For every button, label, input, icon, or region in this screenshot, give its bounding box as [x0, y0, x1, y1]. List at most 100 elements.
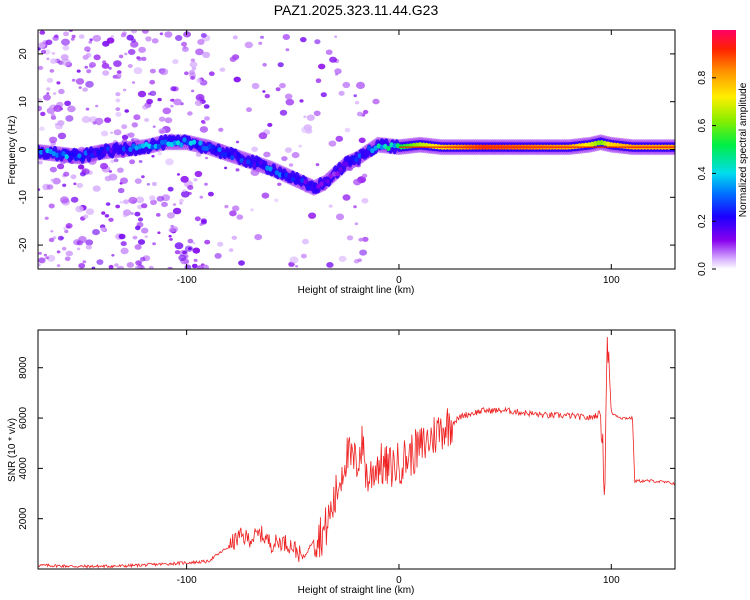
spectrogram-noise-blob: [181, 41, 187, 47]
spectrogram-noise-blob: [181, 46, 189, 52]
spectrogram-noise-blob: [235, 168, 240, 172]
spectrogram-noise-blob: [263, 151, 271, 158]
spectrogram-noise-blob: [157, 151, 162, 156]
colorbar-tick-label: 0.8: [697, 70, 708, 84]
spectrogram-noise-blob: [113, 129, 122, 136]
spectrogram-noise-blob: [182, 189, 186, 192]
spectrogram-noise-blob: [54, 34, 59, 39]
spectrogram-noise-blob: [92, 229, 100, 236]
spectrogram-noise-blob: [144, 118, 150, 122]
spectrogram-noise-blob: [161, 201, 168, 208]
spectrogram-noise-blob: [346, 235, 354, 241]
spectrogram-ridge-peak: [335, 171, 340, 177]
spectrogram-noise-blob: [151, 181, 157, 187]
spectrogram-noise-blob: [342, 81, 351, 89]
spectrogram-noise-blob: [191, 263, 198, 269]
spectrogram-noise-blob: [132, 235, 138, 240]
spectrogram-noise-blob: [199, 126, 209, 133]
spectrogram-noise-blob: [46, 77, 54, 83]
spectrogram-ridge-peak: [80, 156, 85, 162]
spectrogram-noise-blob: [62, 45, 70, 51]
spectrogram-noise-blob: [40, 49, 47, 55]
spectrogram-noise-blob: [197, 265, 204, 269]
spectrogram-noise-blob: [81, 116, 91, 123]
spectrogram-noise-blob: [151, 38, 159, 44]
spectrogram-ridge-peak: [226, 152, 232, 158]
spectrogram-x-tick-label: 100: [603, 275, 620, 286]
spectrogram-ridge-peak: [325, 178, 330, 184]
spectrogram-noise-blob: [64, 256, 71, 262]
spectrogram-noise-blob: [141, 203, 148, 209]
spectrogram-ridge-peak: [230, 155, 235, 161]
spectrogram-ridge-peak: [303, 178, 308, 185]
spectrogram-noise-blob: [92, 185, 101, 192]
spectrogram-noise-blob: [134, 178, 142, 184]
spectrogram-noise-blob: [117, 167, 124, 173]
spectrogram-y-axis: -20 -10 0 10 20: [18, 48, 675, 252]
spectrogram-ridge-peak: [414, 142, 420, 148]
spectrogram-noise-blob: [149, 90, 157, 97]
spectrogram-noise-blob: [115, 111, 122, 117]
spectrogram-noise-blob: [141, 227, 149, 234]
spectrogram-noise-blob: [70, 37, 75, 41]
spectrogram-noise-blob: [133, 114, 141, 121]
spectrogram-noise-blob: [110, 159, 115, 164]
spectrogram-ridge-peak: [191, 139, 197, 145]
spectrogram-ridge-peak: [328, 173, 334, 179]
spectrogram-noise-blob: [92, 34, 102, 42]
spectrogram-noise-blob: [183, 259, 190, 265]
spectrogram-noise-blob: [144, 235, 148, 239]
spectrogram-noise-blob: [48, 237, 55, 243]
spectrogram-noise-blob: [192, 241, 196, 245]
spectrogram-noise-blob: [45, 256, 49, 260]
figure-title: PAZ1.2025.323.11.44.G23: [273, 2, 439, 18]
spectrogram-noise-blob: [193, 258, 198, 262]
spectrogram-noise-blob: [71, 34, 76, 39]
spectrogram-noise-blob: [40, 111, 46, 117]
spectrogram-noise-blob: [302, 238, 309, 245]
spectrogram-noise-blob: [320, 92, 327, 98]
spectrogram-noise-blob: [314, 39, 321, 45]
spectrogram-ridge-peak: [249, 162, 254, 168]
spectrogram-ridge-peak: [258, 160, 264, 166]
spectrogram-noise-blob: [86, 69, 92, 74]
spectrogram-noise-blob: [104, 214, 110, 218]
spectrogram-noise-blob: [116, 265, 125, 269]
spectrogram-noise-blob: [217, 241, 224, 247]
spectrogram-x-tick-label: -100: [177, 275, 197, 286]
spectrogram-noise-blob: [82, 260, 87, 264]
spectrogram-noise-blob: [85, 244, 92, 250]
spectrogram-noise-blob: [137, 239, 146, 245]
spectrogram-noise-blob: [353, 205, 357, 209]
spectrogram-noise-blob: [204, 156, 209, 160]
spectrogram-x-tick-label: 0: [396, 275, 402, 286]
spectrogram-noise-blob: [46, 87, 51, 91]
spectrogram-noise-blob: [200, 33, 207, 38]
spectrogram-noise-blob: [105, 202, 111, 206]
spectrogram-noise-blob: [274, 198, 279, 203]
spectrogram-noise-blob: [56, 250, 61, 254]
spectrogram-noise-blob: [38, 105, 42, 112]
spectrogram-noise-blob: [291, 152, 300, 159]
spectrogram-noise-blob: [94, 117, 104, 125]
colorbar-tick-label: 0.4: [697, 166, 708, 180]
spectrogram-ridge-peak: [363, 149, 369, 155]
spectrogram-noise-blob: [100, 162, 108, 170]
spectrogram-noise-blob: [357, 258, 363, 263]
spectrogram-noise-blob: [356, 81, 365, 89]
spectrogram-ridge-peak: [370, 148, 375, 154]
spectrogram-ridge-peak: [357, 153, 362, 159]
spectrogram-noise-blob: [84, 65, 88, 69]
spectrogram-noise-blob: [224, 204, 229, 209]
spectrogram-noise-blob: [61, 38, 70, 46]
spectrogram-noise-blob: [164, 117, 173, 124]
spectrogram-ridge-peak: [89, 152, 95, 159]
spectrogram-noise-blob: [133, 137, 137, 141]
spectrogram-noise-blob: [199, 195, 204, 199]
spectrogram-noise-blob: [116, 70, 122, 75]
spectrogram-noise-blob: [165, 158, 174, 166]
spectrogram-noise-blob: [191, 89, 195, 93]
spectrogram-noise-blob: [102, 40, 110, 47]
spectrogram-noise-blob: [114, 263, 119, 267]
spectrogram-noise-blob: [126, 262, 134, 268]
